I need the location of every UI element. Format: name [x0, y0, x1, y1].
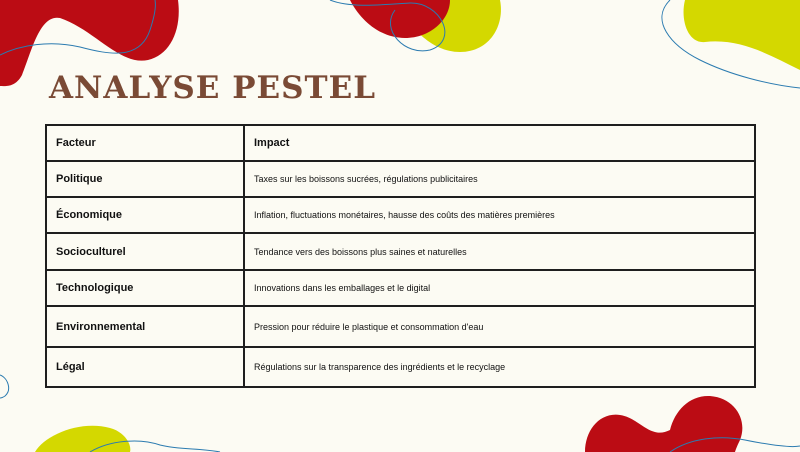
impact-cell: Taxes sur les boissons sucrées, régulati…: [243, 160, 756, 198]
factor-cell: Économique: [45, 196, 245, 234]
factor-cell: Politique: [45, 160, 245, 198]
blue-line-top-right: [661, 0, 800, 89]
factor-cell: Légal: [45, 346, 245, 388]
table-row: Socioculturel Tendance vers des boissons…: [45, 232, 756, 271]
table-row: Économique Inflation, fluctuations monét…: [45, 196, 756, 234]
pestel-table: Facteur Impact Politique Taxes sur les b…: [45, 124, 756, 388]
table-row: Légal Régulations sur la transparence de…: [45, 346, 756, 388]
table-row: Politique Taxes sur les boissons sucrées…: [45, 160, 756, 198]
factor-cell: Technologique: [45, 269, 245, 307]
impact-cell: Innovations dans les emballages et le di…: [243, 269, 756, 307]
table-row: Technologique Innovations dans les embal…: [45, 269, 756, 307]
impact-cell: Tendance vers des boissons plus saines e…: [243, 232, 756, 271]
lime-blob-bottom-left: [35, 425, 131, 452]
blue-line-top-left: [0, 0, 156, 56]
table-row: Environnemental Pression pour réduire le…: [45, 305, 756, 348]
factor-cell: Environnemental: [45, 305, 245, 348]
table-header-row: Facteur Impact: [45, 124, 756, 162]
header-impact: Impact: [243, 124, 756, 162]
red-blob-top-center: [350, 0, 450, 38]
lime-blob-top-right: [683, 0, 800, 70]
blue-line-left: [0, 374, 10, 399]
blue-line-bottom-left: [89, 440, 221, 452]
impact-cell: Inflation, fluctuations monétaires, haus…: [243, 196, 756, 234]
red-blob-top-left: [0, 0, 179, 87]
slide-title: ANALYSE PESTEL: [49, 70, 377, 106]
blue-line-bottom-right: [669, 437, 800, 452]
header-factor: Facteur: [45, 124, 245, 162]
factor-cell: Socioculturel: [45, 232, 245, 271]
red-blob-bottom-right: [585, 395, 743, 452]
blue-line-top-center: [329, 0, 446, 52]
impact-cell: Pression pour réduire le plastique et co…: [243, 305, 756, 348]
impact-cell: Régulations sur la transparence des ingr…: [243, 346, 756, 388]
